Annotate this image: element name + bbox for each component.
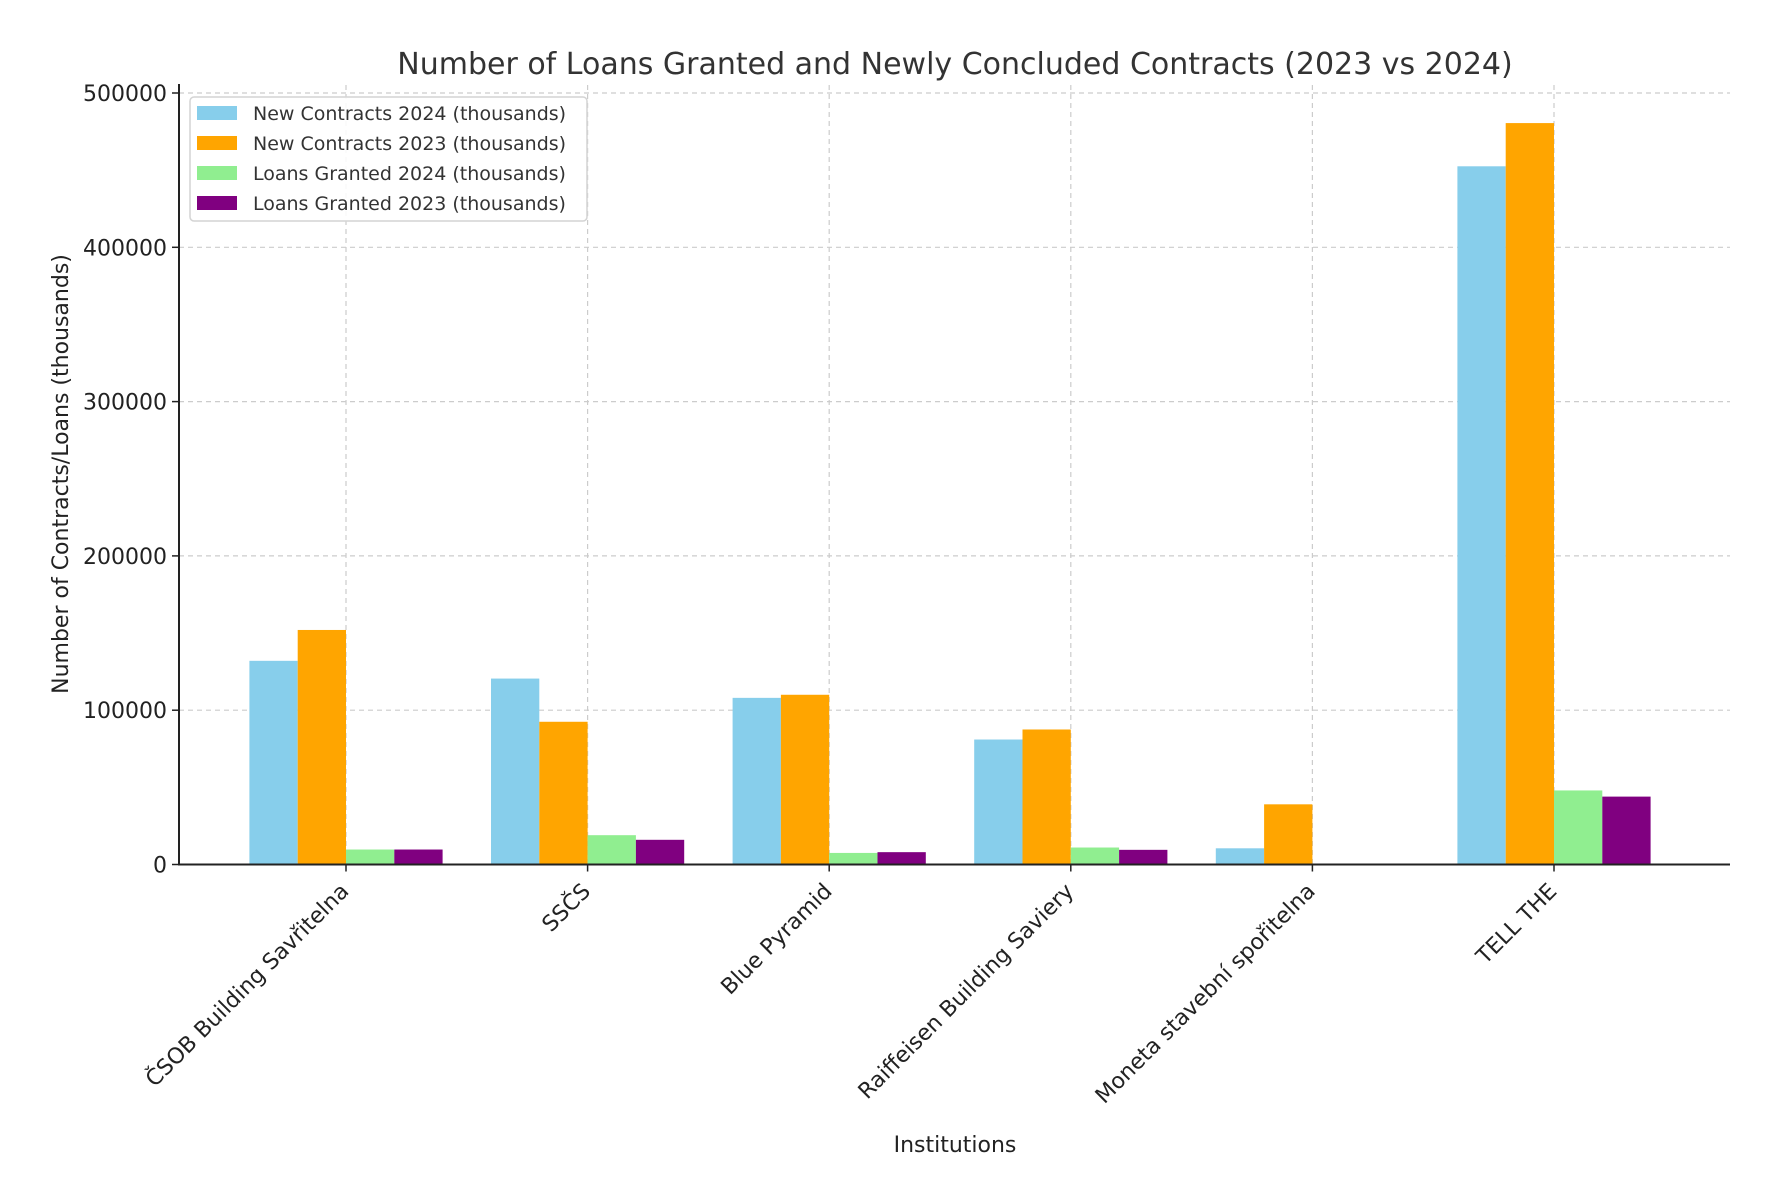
y-axis-label: Number of Contracts/Loans (thousands) (49, 254, 74, 694)
x-tick-label: SSČS (537, 878, 596, 937)
y-tick-label: 0 (153, 854, 167, 879)
bar-2-4 (1022, 729, 1071, 865)
x-tick-label: Blue Pyramid (717, 879, 838, 1000)
legend-label: New Contracts 2023 (thousands) (253, 133, 566, 155)
x-ticks: ČSOB Building Savřitelna SSČS Blue Pyramid… (140, 864, 1562, 1109)
y-ticks: 0 100000 200000 300000 400000 500000 (83, 82, 179, 879)
bar-4-4 (1119, 849, 1168, 865)
bar-2-1 (297, 629, 346, 865)
legend-swatch (197, 136, 237, 150)
bar-1-6 (1457, 166, 1506, 865)
chart-title: Number of Loans Granted and Newly Conclu… (397, 47, 1512, 82)
x-tick-label: ČSOB Building Savřitelna (140, 878, 354, 1092)
legend-frame (189, 96, 588, 222)
y-tick-label: 500000 (83, 82, 167, 107)
legend-swatch (197, 196, 237, 210)
bar-3-3 (829, 852, 878, 865)
axes (178, 84, 1730, 866)
y-tick-label: 300000 (83, 391, 167, 416)
bar-2-2 (539, 721, 588, 865)
bar-1-4 (974, 739, 1023, 865)
bar-2-3 (780, 694, 830, 865)
bar-3-4 (1070, 847, 1120, 865)
bar-4-3 (877, 852, 926, 865)
bar-2-6 (1505, 123, 1554, 865)
bar-4-1 (394, 849, 443, 865)
x-tick-label: Raiffeisen Building Saviery (854, 879, 1079, 1104)
bar-2-5 (1264, 804, 1313, 865)
legend-label: Loans Granted 2023 (thousands) (253, 193, 566, 215)
bar-4-6 (1602, 796, 1651, 865)
legend-label: New Contracts 2024 (thousands) (253, 103, 566, 125)
legend-label: Loans Granted 2024 (thousands) (253, 163, 566, 185)
bars (249, 123, 1651, 865)
bar-1-3 (732, 697, 781, 865)
bar-1-5 (1215, 848, 1265, 865)
bar-3-2 (587, 835, 636, 865)
x-axis-label: Institutions (894, 1133, 1017, 1158)
bar-4-2 (635, 839, 685, 865)
x-tick-label: Moneta stavební spořitelna (1091, 879, 1321, 1109)
legend-swatch (197, 166, 237, 180)
y-tick-label: 200000 (83, 545, 167, 570)
y-tick-label: 400000 (83, 236, 167, 261)
bar-1-1 (249, 660, 298, 865)
y-tick-label: 100000 (83, 699, 167, 724)
bar-1-2 (491, 678, 540, 865)
x-tick-label: TELL THE (1471, 879, 1562, 970)
bar-3-1 (346, 849, 395, 865)
legend-swatch (197, 106, 237, 120)
legend: New Contracts 2024 (thousands) New Contra… (189, 96, 588, 222)
bar-3-6 (1554, 790, 1603, 865)
